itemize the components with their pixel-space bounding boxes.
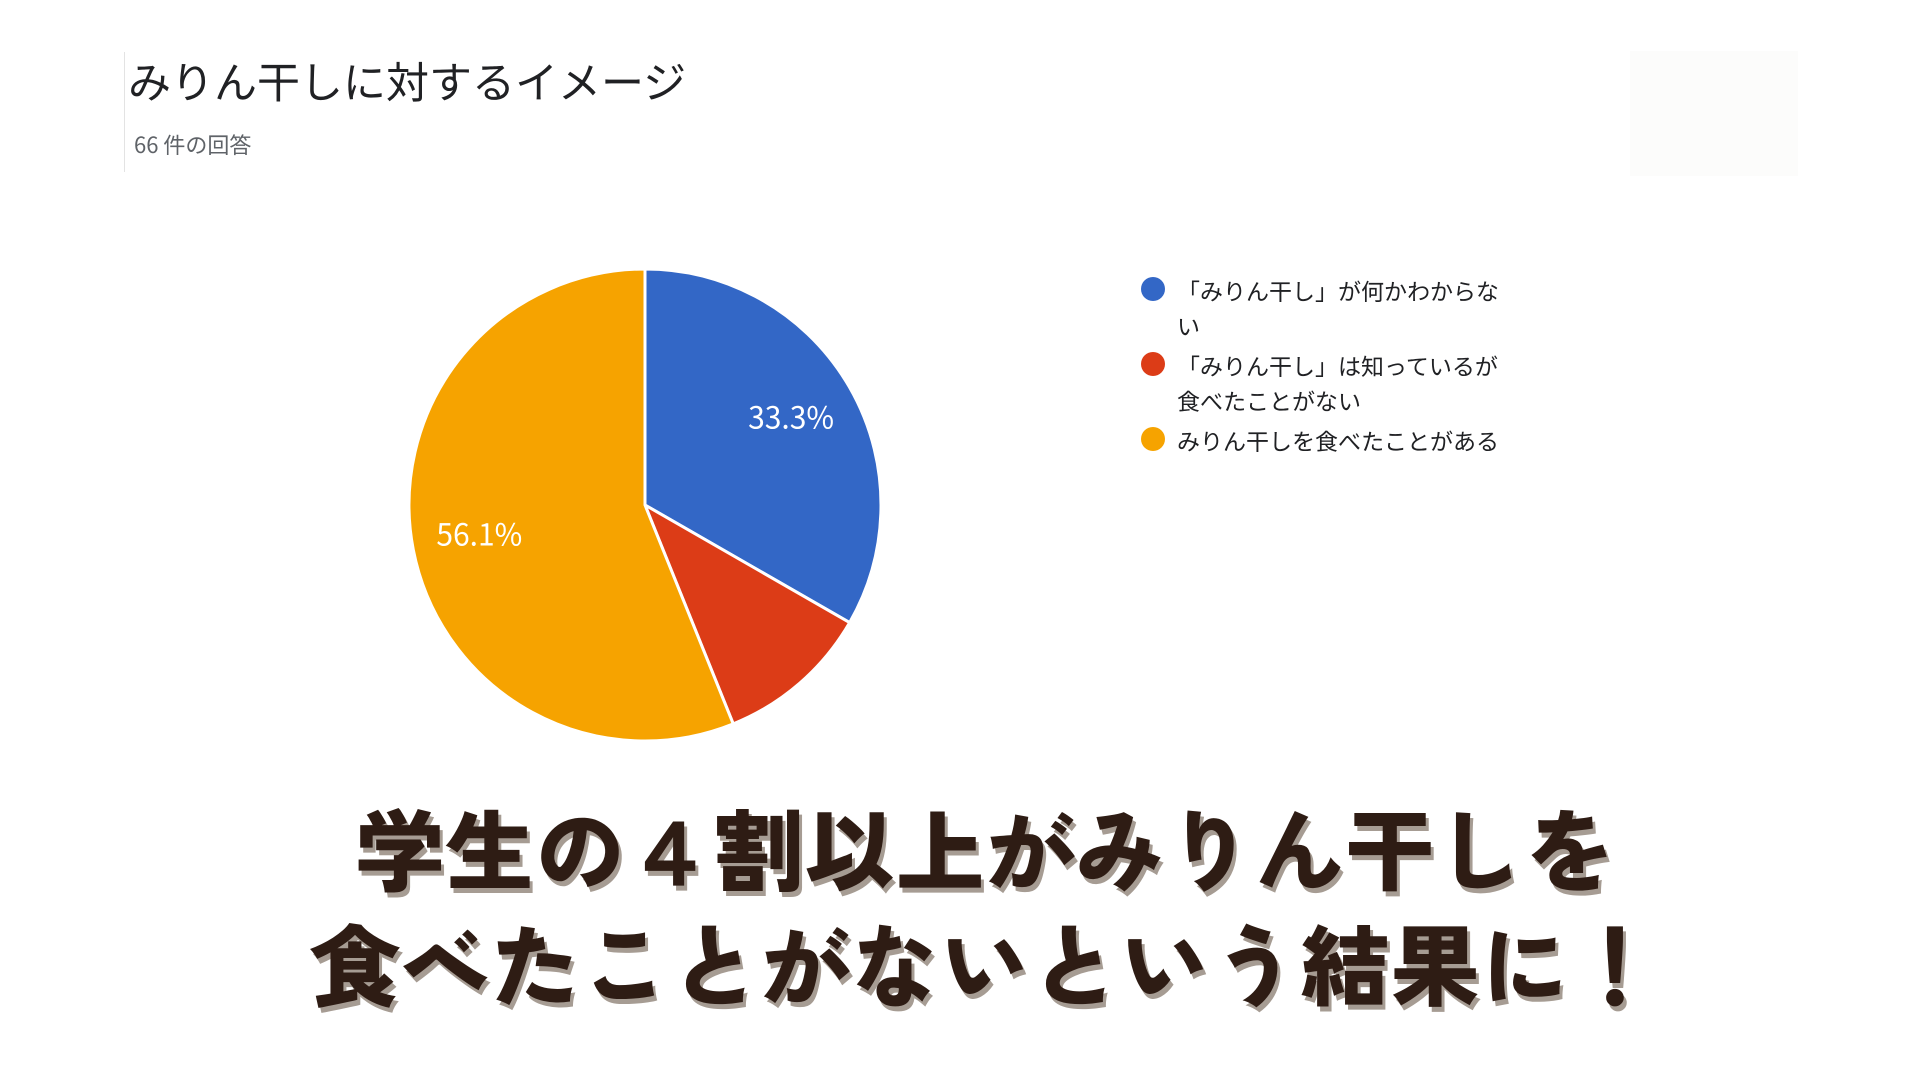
- svg-text:33.3%: 33.3%: [748, 394, 834, 438]
- svg-text:56.1%: 56.1%: [436, 510, 522, 554]
